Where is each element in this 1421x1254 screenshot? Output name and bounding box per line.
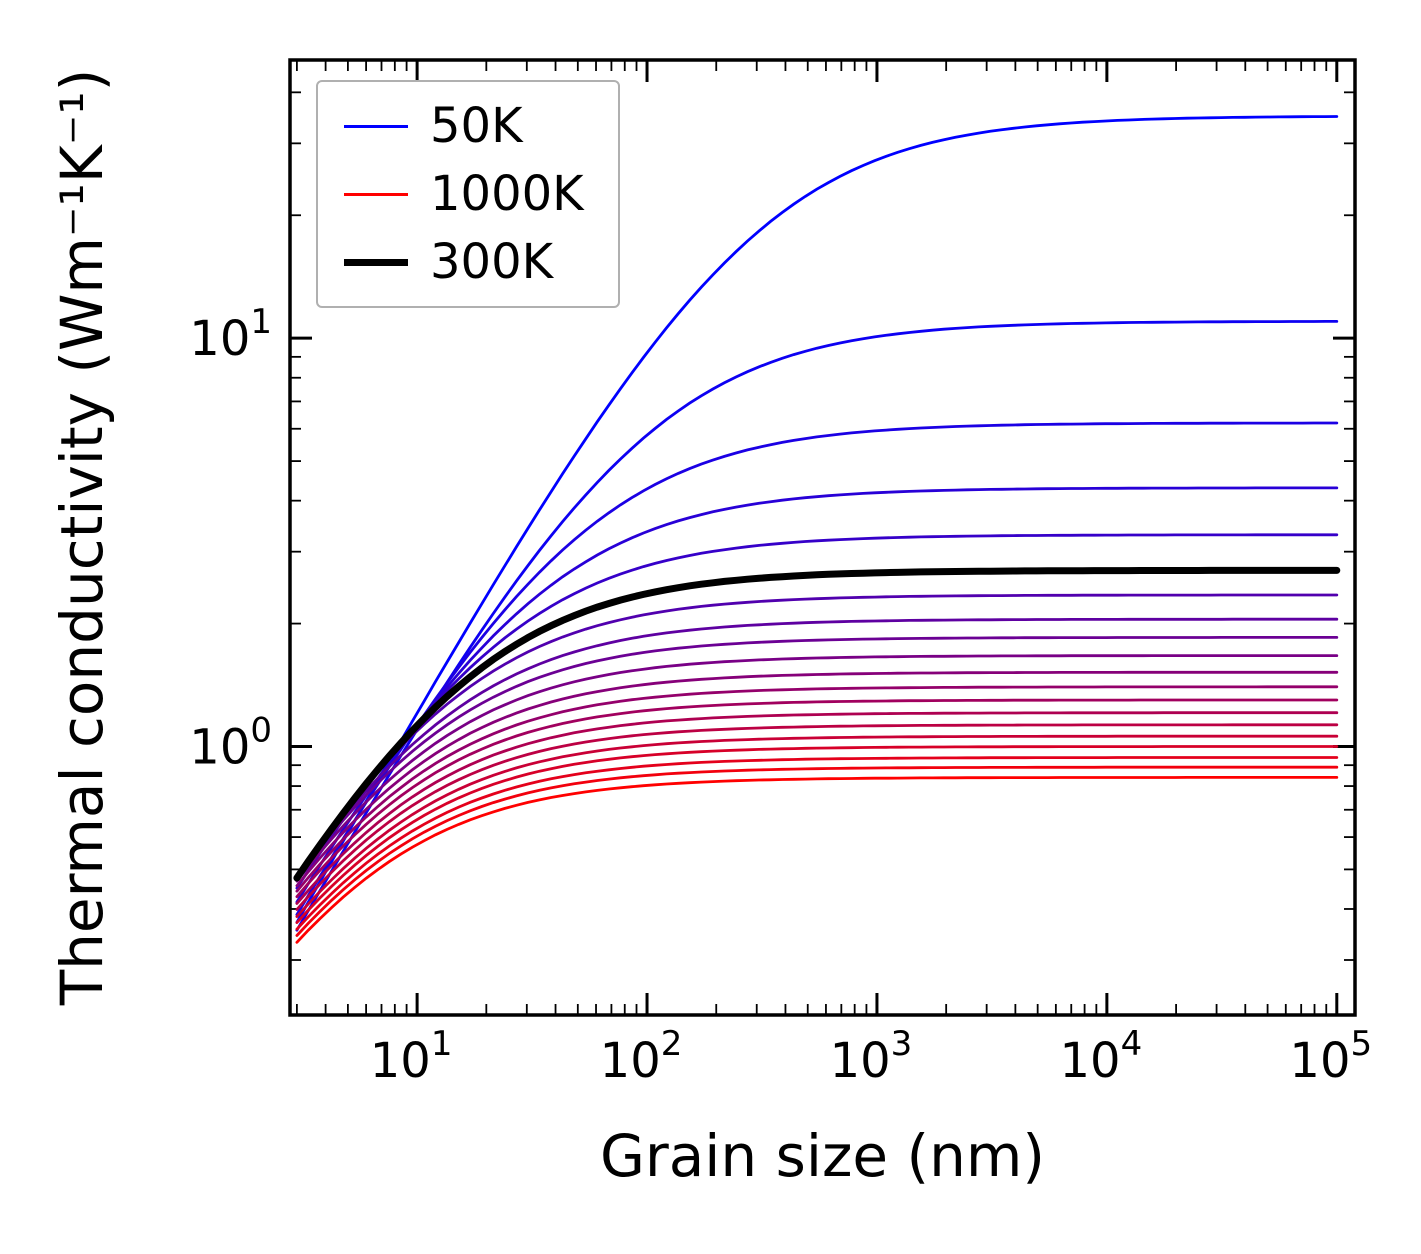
- series-line-150K: [295, 421, 1339, 916]
- x-tick-label-10e5: 105: [1289, 1024, 1372, 1089]
- y-tick-label-10e0: 100: [189, 710, 272, 775]
- series-line-350K: [295, 593, 1339, 876]
- series-line-250K: [295, 533, 1339, 890]
- series-line-650K: [295, 698, 1339, 899]
- legend-item-label: 50K: [430, 98, 523, 154]
- legend-line-sample: [344, 258, 408, 266]
- series-line-200K: [295, 486, 1339, 904]
- x-tick-label-10e1: 101: [370, 1024, 453, 1089]
- legend-item-50k: 50K: [344, 102, 584, 150]
- x-tick-label-10e3: 103: [830, 1024, 913, 1089]
- legend-item-label: 300K: [430, 234, 554, 290]
- series-line-500K: [295, 654, 1339, 883]
- legend-item-1000k: 1000K: [344, 170, 584, 218]
- x-tick-label-10e2: 102: [600, 1024, 683, 1089]
- series-line-400K: [295, 617, 1339, 878]
- axes-spines: [288, 58, 1357, 1017]
- series-line-900K: [295, 756, 1339, 931]
- legend: 50K 1000K 300K: [316, 80, 620, 308]
- series-line-300K: [293, 566, 1341, 882]
- y-tick-label-10e1: 101: [189, 302, 272, 367]
- y-axis-label: Thermal conductivity (Wm⁻¹K⁻¹): [48, 68, 116, 1006]
- series-line-850K: [295, 745, 1339, 924]
- series-line-450K: [295, 636, 1339, 879]
- series-line-750K: [295, 723, 1339, 911]
- legend-item-label: 1000K: [430, 166, 584, 222]
- series-line-1000K: [295, 776, 1339, 944]
- series-line-600K: [295, 685, 1339, 893]
- series-line-700K: [295, 711, 1339, 905]
- legend-item-300k: 300K: [344, 238, 584, 286]
- series-line-50K: [295, 115, 1339, 924]
- series-line-950K: [295, 765, 1339, 937]
- series-line-550K: [295, 670, 1339, 888]
- series-line-800K: [295, 734, 1339, 918]
- legend-line-sample: [344, 124, 408, 128]
- x-axis-label: Grain size (nm): [599, 1122, 1046, 1190]
- series-line-100K: [295, 320, 1339, 932]
- legend-line-sample: [344, 192, 408, 196]
- x-tick-label-10e4: 104: [1060, 1024, 1143, 1089]
